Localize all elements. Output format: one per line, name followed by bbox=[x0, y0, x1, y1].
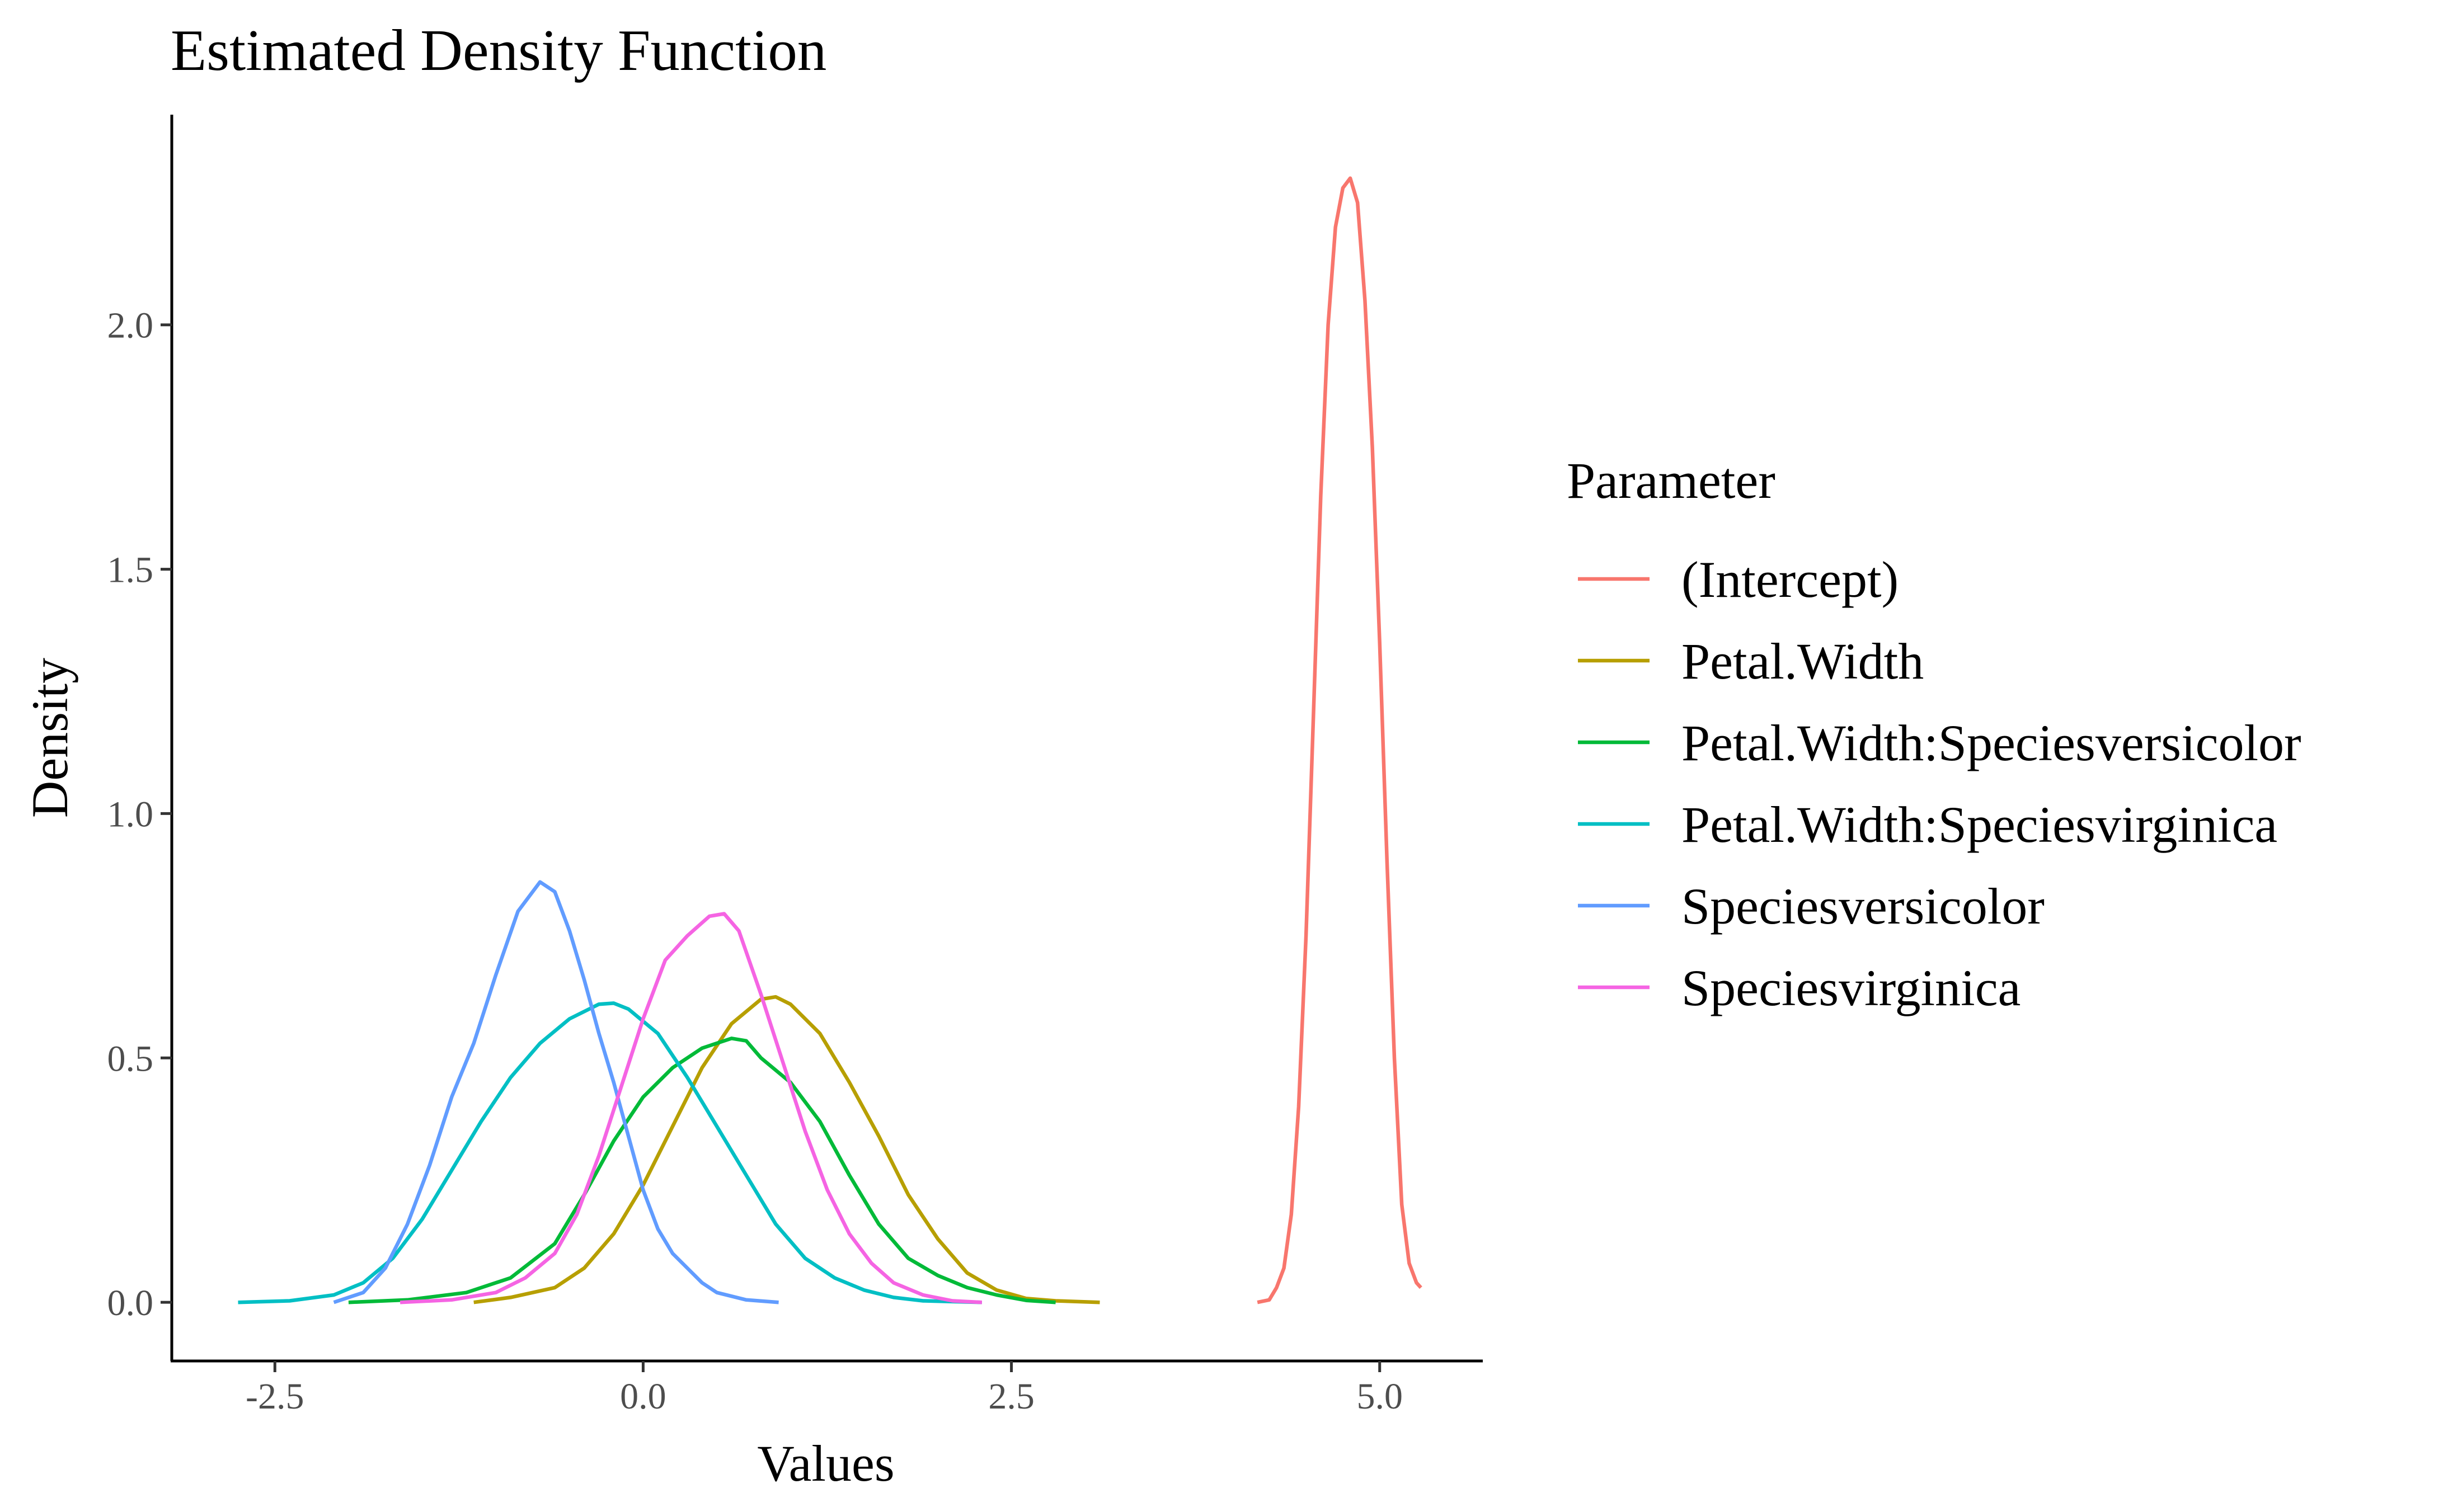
legend-item-petal-width: Petal.Width bbox=[1578, 633, 1924, 690]
density-line-intercept bbox=[1257, 176, 1422, 1304]
legend-items: (Intercept) Petal.Width Petal.Width:Specie… bbox=[1578, 551, 2301, 1016]
legend-label: Petal.Width:Speciesvirginica bbox=[1681, 796, 2277, 853]
y-ticks: 0.0 0.5 1.0 1.5 2.0 bbox=[107, 305, 172, 1323]
legend-label: Petal.Width:Speciesversicolor bbox=[1681, 714, 2301, 771]
legend-label: (Intercept) bbox=[1681, 551, 1899, 608]
axes bbox=[170, 115, 1483, 1363]
y-tick-label: 0.0 bbox=[107, 1283, 154, 1323]
x-tick-label: 5.0 bbox=[1356, 1376, 1403, 1417]
y-tick-label: 2.0 bbox=[107, 305, 154, 346]
density-line-speciesversicolor bbox=[333, 880, 779, 1304]
x-ticks: -2.5 0.0 2.5 5.0 bbox=[246, 1361, 1403, 1417]
legend: Parameter (Intercept) Petal.Width Petal.Wi… bbox=[1567, 452, 2301, 1016]
legend-item-petal-width-speciesvirginica: Petal.Width:Speciesvirginica bbox=[1578, 796, 2277, 853]
density-line-petal-width-speciesversicolor bbox=[348, 1037, 1056, 1304]
legend-item-speciesversicolor: Speciesversicolor bbox=[1578, 878, 2045, 935]
y-tick-label: 1.0 bbox=[107, 794, 154, 835]
legend-label: Speciesvirginica bbox=[1681, 959, 2021, 1016]
legend-item-intercept: (Intercept) bbox=[1578, 551, 1899, 608]
plot-lines bbox=[238, 176, 1422, 1304]
legend-title: Parameter bbox=[1567, 452, 1775, 509]
density-line-speciesvirginica bbox=[400, 912, 983, 1304]
density-line-petal-width-speciesvirginica bbox=[238, 1001, 982, 1304]
density-line-petal-width bbox=[473, 995, 1100, 1304]
legend-label: Speciesversicolor bbox=[1681, 878, 2045, 935]
y-axis-title: Density bbox=[21, 658, 78, 818]
legend-label: Petal.Width bbox=[1681, 633, 1924, 690]
x-tick-label: -2.5 bbox=[246, 1376, 304, 1417]
y-tick-label: 1.5 bbox=[107, 550, 154, 591]
legend-item-speciesvirginica: Speciesvirginica bbox=[1578, 959, 2021, 1016]
y-tick-label: 0.5 bbox=[107, 1038, 154, 1079]
x-axis-title: Values bbox=[757, 1435, 894, 1492]
x-tick-label: 0.0 bbox=[620, 1376, 666, 1417]
x-tick-label: 2.5 bbox=[988, 1376, 1035, 1417]
chart-title: Estimated Density Function bbox=[171, 17, 826, 83]
legend-item-petal-width-speciesversicolor: Petal.Width:Speciesversicolor bbox=[1578, 714, 2301, 771]
